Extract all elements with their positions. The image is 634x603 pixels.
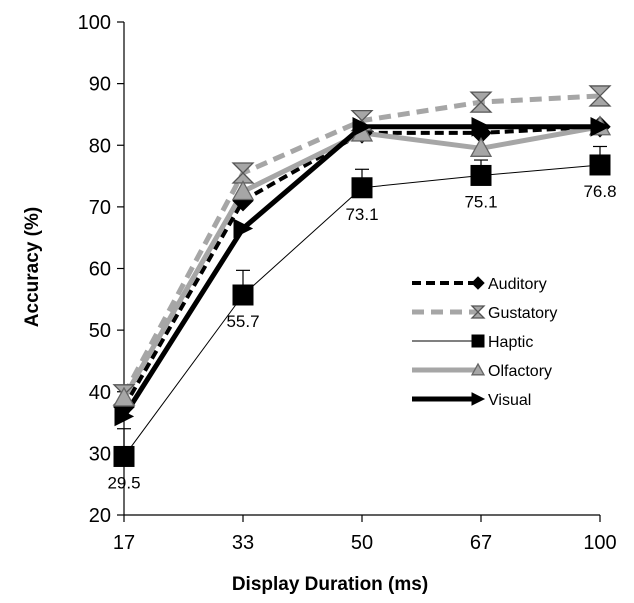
- x-tick-label: 100: [583, 532, 616, 554]
- marker-visual: [233, 218, 254, 239]
- marker-haptic: [113, 445, 135, 467]
- marker-gustatory: [231, 162, 255, 184]
- y-tick-label: 40: [89, 382, 111, 404]
- data-labels: 29.5 55.7 73.1 75.1 76.8: [107, 182, 616, 492]
- x-tick-label: 33: [232, 532, 254, 554]
- marker-visual: [471, 116, 492, 137]
- data-label: 55.7: [226, 312, 259, 331]
- marker-olfactory: [231, 180, 255, 201]
- y-tick-label: 60: [89, 259, 111, 281]
- legend-label-gustatory: Gustatory: [488, 305, 557, 322]
- legend-label-olfactory: Olfactory: [488, 363, 552, 380]
- legend-label-auditory: Auditory: [488, 276, 547, 293]
- marker-haptic: [470, 164, 492, 186]
- legend-label-haptic: Haptic: [488, 334, 533, 351]
- legend-marker-visual: [471, 392, 486, 406]
- data-label: 75.1: [464, 192, 497, 211]
- marker-haptic: [351, 177, 373, 199]
- series-line-olfactory: [121, 124, 601, 400]
- x-tick-label: 67: [470, 532, 492, 554]
- y-tick-label: 90: [89, 74, 111, 96]
- data-label: 29.5: [107, 473, 140, 492]
- marker-olfactory: [469, 136, 493, 157]
- marker-haptic: [589, 154, 611, 176]
- x-tick-label: 50: [351, 532, 373, 554]
- marker-olfactory: [112, 386, 136, 407]
- marker-gustatory: [469, 91, 493, 113]
- x-axis-title: Display Duration (ms): [232, 574, 428, 595]
- legend-label-visual: Visual: [488, 392, 531, 409]
- x-tick-label: 17: [113, 532, 135, 554]
- data-label: 76.8: [583, 182, 616, 201]
- axes: 20 30 40 50 60 70 80 90 100 17 33 50 67 100: [78, 12, 617, 554]
- legend-marker-olfactory: [470, 362, 486, 376]
- marker-visual: [590, 116, 611, 137]
- legend: Auditory Gustatory Haptic Olfactory Visual: [412, 276, 557, 409]
- marker-visual: [114, 406, 135, 427]
- marker-visual: [352, 116, 373, 137]
- y-axis-title: Accuracy (%): [22, 207, 43, 327]
- legend-marker-auditory: [471, 276, 485, 290]
- series-line-auditory: [122, 124, 601, 409]
- y-tick-label: 20: [89, 505, 111, 527]
- y-tick-label: 70: [89, 197, 111, 219]
- y-tick-label: 30: [89, 443, 111, 465]
- marker-haptic: [232, 284, 254, 306]
- y-tick-label: 50: [89, 320, 111, 342]
- legend-marker-haptic: [471, 334, 485, 348]
- y-tick-label: 80: [89, 135, 111, 157]
- y-tick-label: 100: [78, 12, 111, 34]
- series-markers: [112, 85, 612, 467]
- legend-marker-gustatory: [470, 305, 486, 319]
- data-label: 73.1: [345, 205, 378, 224]
- marker-gustatory: [588, 85, 612, 107]
